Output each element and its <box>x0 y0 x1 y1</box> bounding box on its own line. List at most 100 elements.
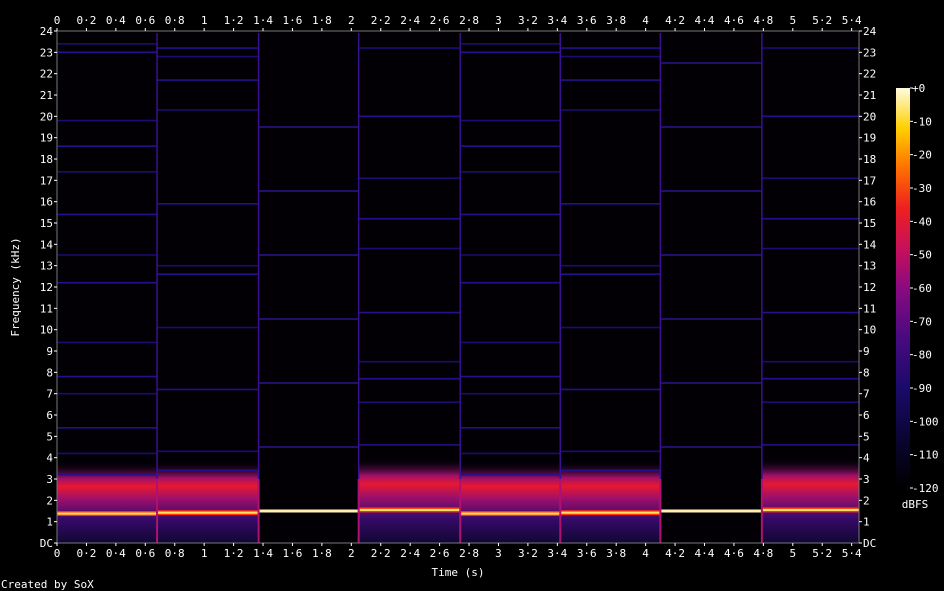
x-tick-label-top: 3 <box>495 14 502 27</box>
y-tick-label: 15 <box>40 217 53 230</box>
colorbar-label: dBFS <box>902 498 929 511</box>
x-tick-label: 2·4 <box>400 547 420 560</box>
x-tick-label-top: 3·4 <box>547 14 567 27</box>
x-tick-label-top: 4·2 <box>665 14 685 27</box>
colorbar-tick-label: -30 <box>912 182 932 195</box>
y-tick-label-right: 10 <box>863 324 876 337</box>
x-tick-label: 1 <box>201 547 208 560</box>
colorbar-tick-label: -40 <box>912 215 932 228</box>
x-tick-label: 4·4 <box>695 547 715 560</box>
segment-glow <box>460 462 561 543</box>
x-tick-label: 4·8 <box>753 547 773 560</box>
x-tick-label: 2·2 <box>371 547 391 560</box>
x-tick-label: 4·6 <box>724 547 744 560</box>
y-tick-label-right: 5 <box>863 430 870 443</box>
y-tick-label: 6 <box>46 409 53 422</box>
x-tick-label: 3 <box>495 547 502 560</box>
y-tick-label-right: 3 <box>863 473 870 486</box>
plot-area <box>57 33 859 543</box>
colorbar-tick-label: -90 <box>912 382 932 395</box>
x-tick-label-top: 1·8 <box>312 14 332 27</box>
y-tick-label: 23 <box>40 46 53 59</box>
x-tick-label: 2 <box>348 547 355 560</box>
x-tick-label-top: 1·6 <box>283 14 303 27</box>
y-tick-label-right: 4 <box>863 452 870 465</box>
x-tick-label: 2·8 <box>459 547 479 560</box>
segment-glow <box>157 461 259 543</box>
axes: 000·20·20·40·40·60·60·80·8111·21·21·41·4… <box>40 14 877 560</box>
x-tick-label-top: 2·2 <box>371 14 391 27</box>
x-tick-label: 5·2 <box>812 547 832 560</box>
colorbar-ticks: +0 -10 -20 -30 -40 -50 -60 -70 -80 -90 -100 -110 -12… <box>910 82 939 495</box>
y-tick-label: 18 <box>40 153 53 166</box>
segment-3 <box>357 33 461 543</box>
x-tick-label-top: 4 <box>642 14 649 27</box>
y-tick-label: 9 <box>46 345 53 358</box>
x-tick-label-top: 0 <box>54 14 61 27</box>
y-tick-label: 14 <box>40 238 54 251</box>
y-tick-label: 5 <box>46 430 53 443</box>
x-tick-label-top: 4·6 <box>724 14 744 27</box>
x-tick-label: 3·6 <box>577 547 597 560</box>
y-tick-label: 10 <box>40 324 53 337</box>
x-tick-label: 0·6 <box>135 547 155 560</box>
x-tick-label-top: 3·2 <box>518 14 538 27</box>
x-tick-label: 4·2 <box>665 547 685 560</box>
y-tick-label-right: 14 <box>863 238 877 251</box>
y-tick-label-right: 1 <box>863 516 870 529</box>
y-tick-label-right: 21 <box>863 89 876 102</box>
y-axis-label: Frequency (kHz) <box>9 237 22 336</box>
segment-6 <box>659 33 762 543</box>
x-tick-label-top: 0·2 <box>76 14 96 27</box>
y-tick-label-right: 18 <box>863 153 876 166</box>
segment-glow <box>57 462 158 543</box>
colorbar-tick-label: -80 <box>912 349 932 362</box>
y-tick-label: 2 <box>46 494 53 507</box>
segment-1 <box>156 33 259 543</box>
x-tick-label-top: 0·4 <box>106 14 126 27</box>
y-tick-label: 17 <box>40 174 53 187</box>
y-tick-label-right: 8 <box>863 366 870 379</box>
x-tick-label: 5 <box>789 547 796 560</box>
y-tick-label: 22 <box>40 68 53 81</box>
segment-glow <box>358 458 461 543</box>
x-tick-label: 0·8 <box>165 547 185 560</box>
segment-glow <box>560 461 661 543</box>
colorbar-tick-label: -10 <box>912 115 932 128</box>
y-tick-label: 19 <box>40 132 53 145</box>
x-tick-label-top: 0·8 <box>165 14 185 27</box>
y-tick-label-right: 17 <box>863 174 876 187</box>
y-tick-label: 13 <box>40 260 53 273</box>
y-tick-label: 12 <box>40 281 53 294</box>
y-tick-label-right: 6 <box>863 409 870 422</box>
colorbar-tick-label: -60 <box>912 282 932 295</box>
segment-4 <box>459 33 561 543</box>
segment-2 <box>257 33 359 543</box>
colorbar-tick-label: -120 <box>912 482 939 495</box>
x-tick-label: 5·4 <box>842 547 862 560</box>
x-tick-label: 3·8 <box>606 547 626 560</box>
colorbar-tick-label: +0 <box>912 82 925 95</box>
y-tick-label-right: 15 <box>863 217 876 230</box>
credit-text: Created by SoX <box>1 578 94 591</box>
segment-5 <box>559 33 661 543</box>
y-tick-label: 3 <box>46 473 53 486</box>
y-tick-label-right: 16 <box>863 196 876 209</box>
x-axis-label: Time (s) <box>432 566 485 579</box>
x-tick-label-top: 1·2 <box>224 14 244 27</box>
y-tick-label: 1 <box>46 516 53 529</box>
x-tick-label-top: 3·6 <box>577 14 597 27</box>
x-tick-label: 0 <box>54 547 61 560</box>
y-tick-label: 7 <box>46 388 53 401</box>
colorbar-tick-label: -110 <box>912 449 939 462</box>
y-tick-label: 20 <box>40 110 53 123</box>
colorbar-tick-label: -20 <box>912 149 932 162</box>
x-tick-label-top: 1·4 <box>253 14 273 27</box>
x-tick-label: 4 <box>642 547 649 560</box>
y-tick-label-right: 2 <box>863 494 870 507</box>
y-tick-label-right: 24 <box>863 25 877 38</box>
x-tick-label-top: 1 <box>201 14 208 27</box>
colorbar <box>896 88 910 488</box>
segment-7 <box>760 33 859 543</box>
x-tick-label-top: 4·8 <box>753 14 773 27</box>
